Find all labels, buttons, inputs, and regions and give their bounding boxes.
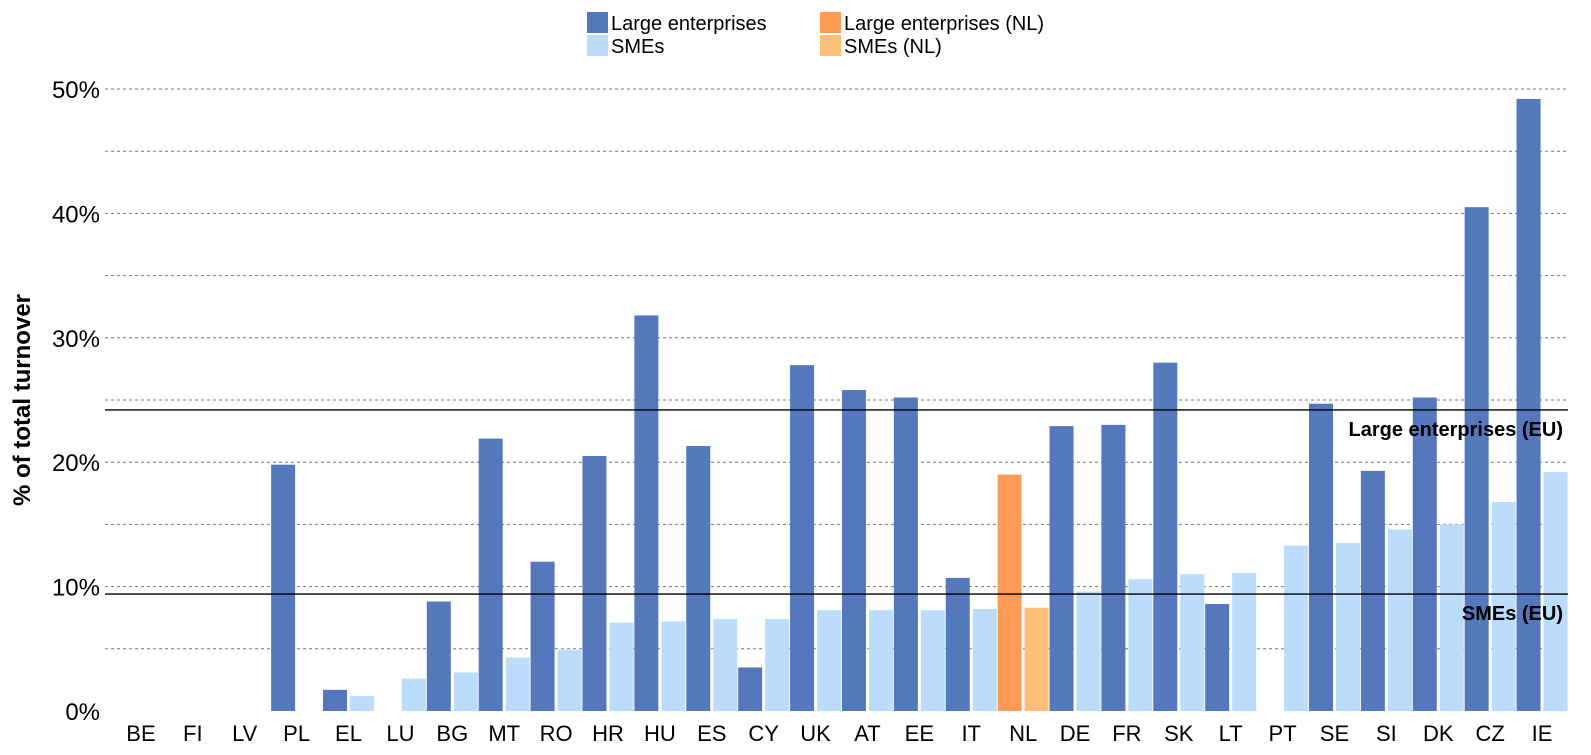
bar: [1205, 604, 1230, 711]
bar: [945, 577, 970, 711]
bar: [841, 390, 866, 711]
reference-line-label: SMEs (EU): [1462, 603, 1563, 625]
bar: [1335, 543, 1360, 711]
bar: [1024, 607, 1049, 711]
legend-label: Large enterprises: [611, 13, 767, 35]
bar: [972, 608, 997, 711]
y-tick-label: 30%: [52, 326, 100, 353]
x-category-label: IE: [1532, 721, 1553, 746]
bar: [661, 621, 686, 711]
bar: [505, 657, 530, 711]
bar: [997, 474, 1022, 711]
x-category-label: CZ: [1475, 721, 1504, 746]
bar: [530, 561, 555, 711]
y-tick-label: 0%: [65, 699, 100, 726]
bar: [1308, 403, 1333, 711]
bar: [817, 610, 842, 711]
x-category-label: IT: [961, 721, 981, 746]
x-category-label: SK: [1164, 721, 1194, 746]
bar: [1049, 426, 1074, 711]
bar: [1491, 502, 1516, 711]
legend-swatch: [587, 12, 608, 33]
bar: [323, 689, 348, 711]
x-category-label: EE: [905, 721, 934, 746]
bar: [1128, 579, 1153, 711]
bar: [557, 650, 582, 711]
bar: [1387, 529, 1412, 711]
bar: [1412, 397, 1437, 711]
x-category-label: EL: [335, 721, 362, 746]
bar: [1516, 98, 1541, 711]
x-axis-categories: BE FI LV PL EL LU BG MT RO HR HU ES CY UK AT EE IT NL DE FR…: [126, 721, 1552, 746]
x-category-label: AT: [854, 721, 880, 746]
bar: [426, 601, 451, 711]
bar: [1543, 472, 1568, 711]
bar: [1180, 574, 1205, 711]
reference-line-label: Large enterprises (EU): [1348, 419, 1563, 441]
bar: [1464, 207, 1489, 711]
bar: [920, 610, 945, 711]
bar: [1439, 524, 1464, 711]
bar: [1076, 591, 1101, 711]
reference-lines: Large enterprises (EU) SMEs (EU): [105, 409, 1568, 625]
legend: Large enterprises Large enterprises (NL)S…: [587, 12, 1044, 58]
bar: [453, 672, 478, 711]
legend-label: SMEs (NL): [844, 36, 942, 58]
bar: [1284, 545, 1309, 711]
bar: [686, 446, 711, 711]
legend-label: SMEs: [611, 36, 664, 58]
legend-swatch: [587, 35, 608, 56]
bar: [1101, 424, 1126, 711]
x-category-label: UK: [800, 721, 831, 746]
x-category-label: RO: [540, 721, 573, 746]
y-tick-label: 40%: [52, 201, 100, 228]
bar: [713, 618, 738, 711]
x-category-label: LU: [386, 721, 414, 746]
bar: [350, 696, 375, 711]
y-tick-label: 20%: [52, 450, 100, 477]
x-category-label: LV: [232, 721, 258, 746]
bar: [790, 365, 815, 711]
bar: [738, 667, 763, 711]
x-category-label: FI: [183, 721, 203, 746]
bar: [1360, 470, 1385, 711]
x-category-label: DK: [1423, 721, 1454, 746]
x-category-label: DE: [1060, 721, 1091, 746]
x-category-label: ES: [697, 721, 726, 746]
y-tick-label: 10%: [52, 575, 100, 602]
y-axis-label: % of total turnover: [9, 294, 36, 506]
x-category-label: SI: [1376, 721, 1397, 746]
bar: [271, 464, 296, 711]
bar: [765, 618, 790, 711]
bar: [401, 678, 426, 711]
x-category-label: PL: [283, 721, 310, 746]
bar: [1232, 572, 1257, 711]
y-tick-label: 50%: [52, 77, 100, 104]
x-category-label: HR: [592, 721, 624, 746]
bar: [893, 397, 918, 711]
x-category-label: CY: [748, 721, 779, 746]
x-category-label: SE: [1320, 721, 1349, 746]
legend-swatch: [820, 35, 841, 56]
x-category-label: HU: [644, 721, 676, 746]
x-category-label: LT: [1219, 721, 1243, 746]
x-category-label: FR: [1112, 721, 1141, 746]
x-category-label: MT: [488, 721, 520, 746]
bar: [868, 610, 893, 711]
x-category-label: BG: [436, 721, 468, 746]
bar: [634, 315, 659, 711]
y-axis-ticks: 0% 10% 20% 30% 40% 50%: [52, 77, 100, 726]
x-category-label: BE: [126, 721, 155, 746]
bar: [609, 622, 634, 711]
legend-swatch: [820, 12, 841, 33]
bar: [1153, 362, 1178, 711]
legend-label: Large enterprises (NL): [844, 13, 1044, 35]
x-category-label: NL: [1009, 721, 1037, 746]
bar: [582, 455, 607, 711]
bars: [271, 98, 1568, 711]
x-category-label: PT: [1269, 721, 1297, 746]
bar: [478, 438, 503, 711]
